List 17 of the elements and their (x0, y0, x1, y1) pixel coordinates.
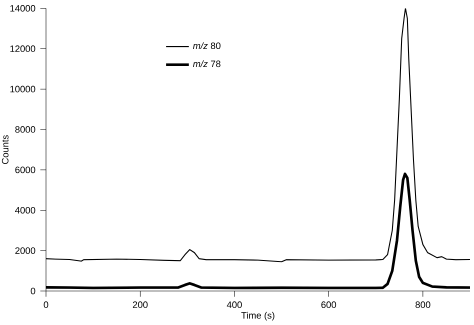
legend-label: m/z 80 (192, 42, 220, 50)
x-tick-label: 200 (132, 301, 148, 308)
y-tick-label: 6000 (15, 166, 36, 174)
y-tick-label: 12000 (10, 45, 36, 52)
y-tick-label: 4000 (15, 206, 36, 214)
x-tick-label: 600 (321, 301, 336, 308)
y-tick-label: 2000 (15, 247, 36, 254)
y-tick-label: 14000 (10, 5, 36, 12)
y-tick-label: 8000 (15, 126, 36, 133)
y-tick-label: 10000 (10, 86, 36, 92)
x-tick-label: 400 (226, 301, 242, 308)
legend-label: m/z 78 (192, 60, 220, 68)
x-axis-title: Time (s) (241, 312, 274, 321)
x-tick-label: 800 (416, 301, 430, 308)
y-axis-title: Counts (2, 135, 8, 164)
y-tick-label: 0 (30, 288, 36, 294)
x-tick-label: 0 (44, 301, 48, 308)
